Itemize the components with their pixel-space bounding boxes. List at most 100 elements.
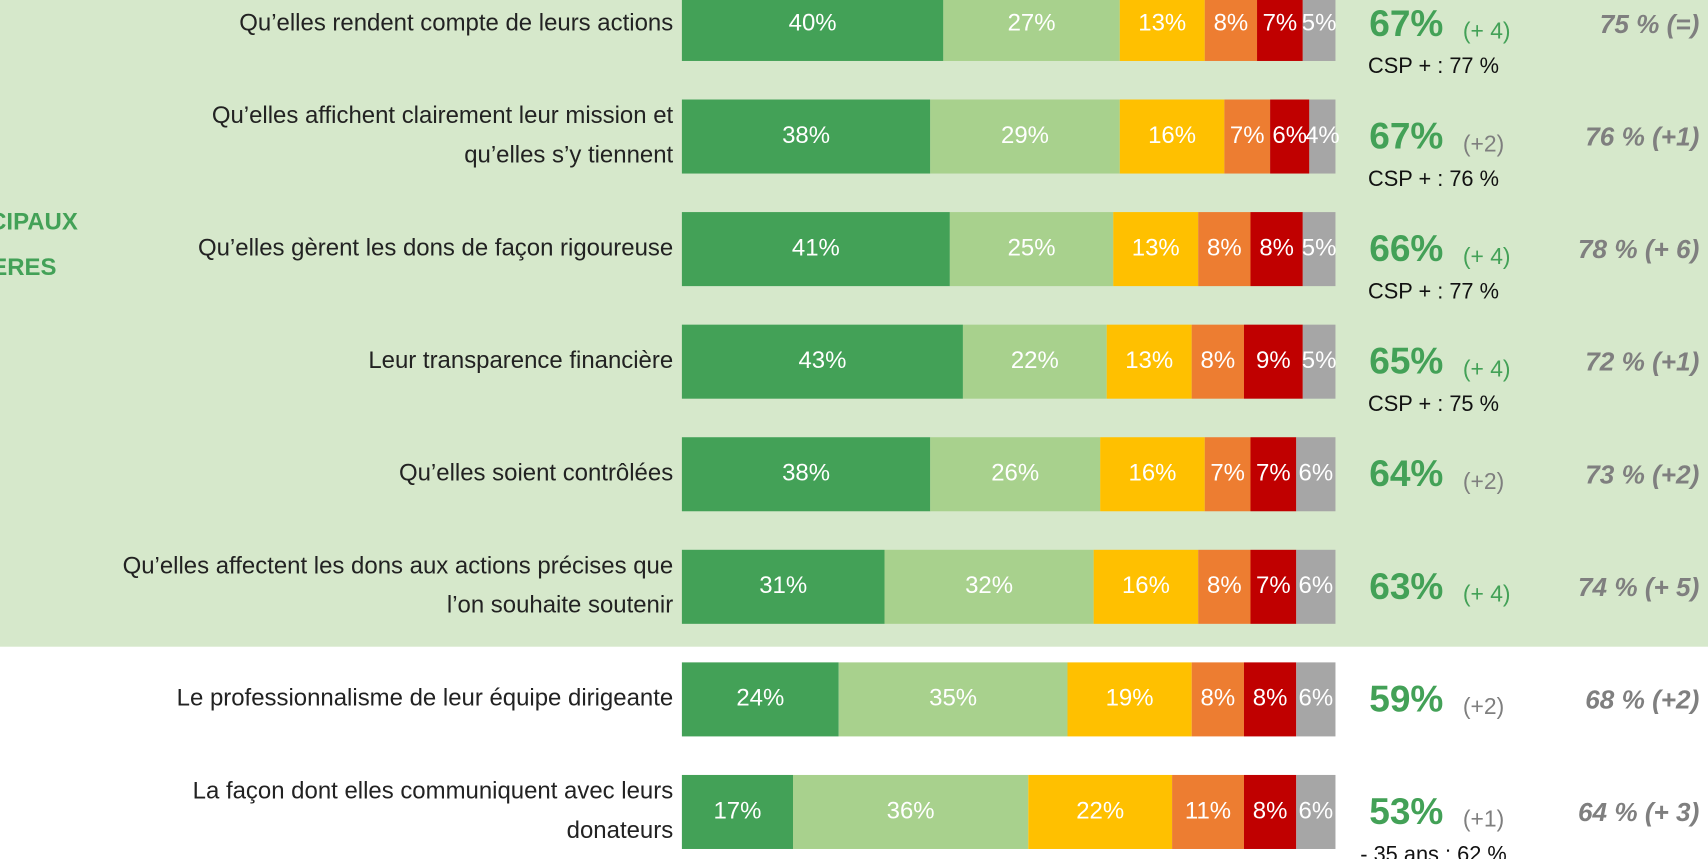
total-label: 66% [1369, 227, 1443, 269]
value-label: 7% [1210, 460, 1245, 487]
highlight-band [0, 0, 1708, 647]
value-label: 13% [1132, 234, 1180, 261]
value-label: 13% [1125, 347, 1173, 374]
bar-segment [1113, 212, 1199, 287]
note: CSP + : 76 % [1368, 166, 1499, 191]
value-label: 5% [1302, 347, 1337, 374]
value-label: 22% [1011, 347, 1059, 374]
value-label: 8% [1201, 347, 1236, 374]
category-label: La façon dont elles communiquent avec le… [193, 778, 674, 805]
value-label: 43% [798, 347, 846, 374]
change-label: (+ 4) [1463, 581, 1511, 607]
change-label: (+ 4) [1463, 355, 1511, 381]
bar-segment [949, 212, 1114, 287]
bar-segment [681, 437, 931, 512]
value-label: 8% [1253, 797, 1288, 824]
value-label: 13% [1138, 9, 1186, 36]
bar-segment [1191, 662, 1244, 737]
value-label: 27% [1008, 9, 1056, 36]
value-label: 6% [1299, 572, 1334, 599]
value-label: 35% [929, 685, 977, 712]
category-label: Qu’elles soient contrôlées [399, 460, 673, 487]
value-label: 38% [782, 122, 830, 149]
category-label: qu’elles s’y tiennent [464, 141, 673, 168]
value-label: 17% [713, 797, 761, 824]
bar-segment [1270, 99, 1310, 174]
change-label: (+2) [1463, 468, 1504, 494]
value-label: 19% [1106, 685, 1154, 712]
previous-label: 68 % (+2) [1585, 684, 1699, 714]
note: CSP + : 75 % [1368, 391, 1499, 416]
value-label: 6% [1299, 460, 1334, 487]
bar-segment [1028, 774, 1173, 849]
value-label: 8% [1207, 234, 1242, 261]
value-label: 8% [1214, 9, 1249, 36]
bar-segment [1250, 212, 1303, 287]
category-label: Leur transparence financière [368, 347, 673, 374]
bar-segment [1302, 324, 1336, 399]
bar-segment [1302, 0, 1336, 61]
bar-segment [884, 549, 1094, 624]
bar-segment [1296, 774, 1336, 849]
value-label: 16% [1122, 572, 1170, 599]
value-label: 31% [759, 572, 807, 599]
change-label: (+2) [1463, 693, 1504, 719]
change-label: (+ 4) [1463, 18, 1511, 44]
value-label: 7% [1256, 460, 1291, 487]
previous-label: 73 % (+2) [1585, 459, 1699, 489]
bar-segment [1198, 549, 1251, 624]
value-label: 16% [1148, 122, 1196, 149]
total-label: 64% [1369, 452, 1443, 494]
previous-label: 78 % (+ 6) [1578, 234, 1699, 264]
bar-segment [1309, 99, 1336, 174]
bar-segment [793, 774, 1029, 849]
value-label: 16% [1128, 460, 1176, 487]
note: - 35 ans : 62 % [1360, 841, 1506, 859]
previous-label: 72 % (+1) [1585, 347, 1699, 377]
bar-segment [681, 212, 950, 287]
bar-segment [1250, 549, 1297, 624]
value-label: 32% [965, 572, 1013, 599]
value-label: 40% [789, 9, 837, 36]
previous-label: 76 % (+1) [1585, 122, 1699, 152]
total-label: 63% [1369, 565, 1443, 607]
total-label: 65% [1369, 340, 1443, 382]
category-label: Qu’elles rendent compte de leurs actions [239, 9, 673, 36]
bar-segment [1257, 0, 1303, 61]
value-label: 38% [782, 460, 830, 487]
value-label: 24% [736, 685, 784, 712]
value-label: 5% [1302, 9, 1337, 36]
value-label: 8% [1207, 572, 1242, 599]
bar-segment [681, 774, 793, 849]
category-label: Qu’elles affectent les dons aux actions … [123, 553, 674, 580]
category-label: Qu’elles affichent clairement leur missi… [212, 102, 674, 129]
bar-segment [1302, 212, 1336, 287]
bar-segment [681, 99, 931, 174]
value-label: 5% [1302, 234, 1337, 261]
total-label: 67% [1369, 114, 1443, 156]
value-label: 9% [1256, 347, 1291, 374]
previous-label: 64 % (+ 3) [1578, 797, 1699, 827]
total-label: 67% [1369, 2, 1443, 44]
value-label: 7% [1263, 9, 1298, 36]
bar-segment [1296, 662, 1336, 737]
bar-segment [930, 99, 1120, 174]
bar-segment [1100, 437, 1205, 512]
value-label: 7% [1230, 122, 1265, 149]
bar-segment [1250, 437, 1297, 512]
category-label: Qu’elles gèrent les dons de façon rigour… [198, 234, 673, 261]
category-label: Le professionnalisme de leur équipe diri… [177, 685, 674, 712]
bar-segment [1106, 324, 1192, 399]
value-label: 7% [1256, 572, 1291, 599]
bar-segment [1067, 662, 1192, 737]
bar-segment [838, 662, 1068, 737]
bar-segment [1172, 774, 1244, 849]
category-label: donateurs [567, 817, 674, 844]
bar-segment [1243, 324, 1303, 399]
bar-segment [681, 662, 839, 737]
bar-segment [1296, 437, 1336, 512]
bar-segment [1243, 774, 1297, 849]
bar-segment [1296, 549, 1336, 624]
